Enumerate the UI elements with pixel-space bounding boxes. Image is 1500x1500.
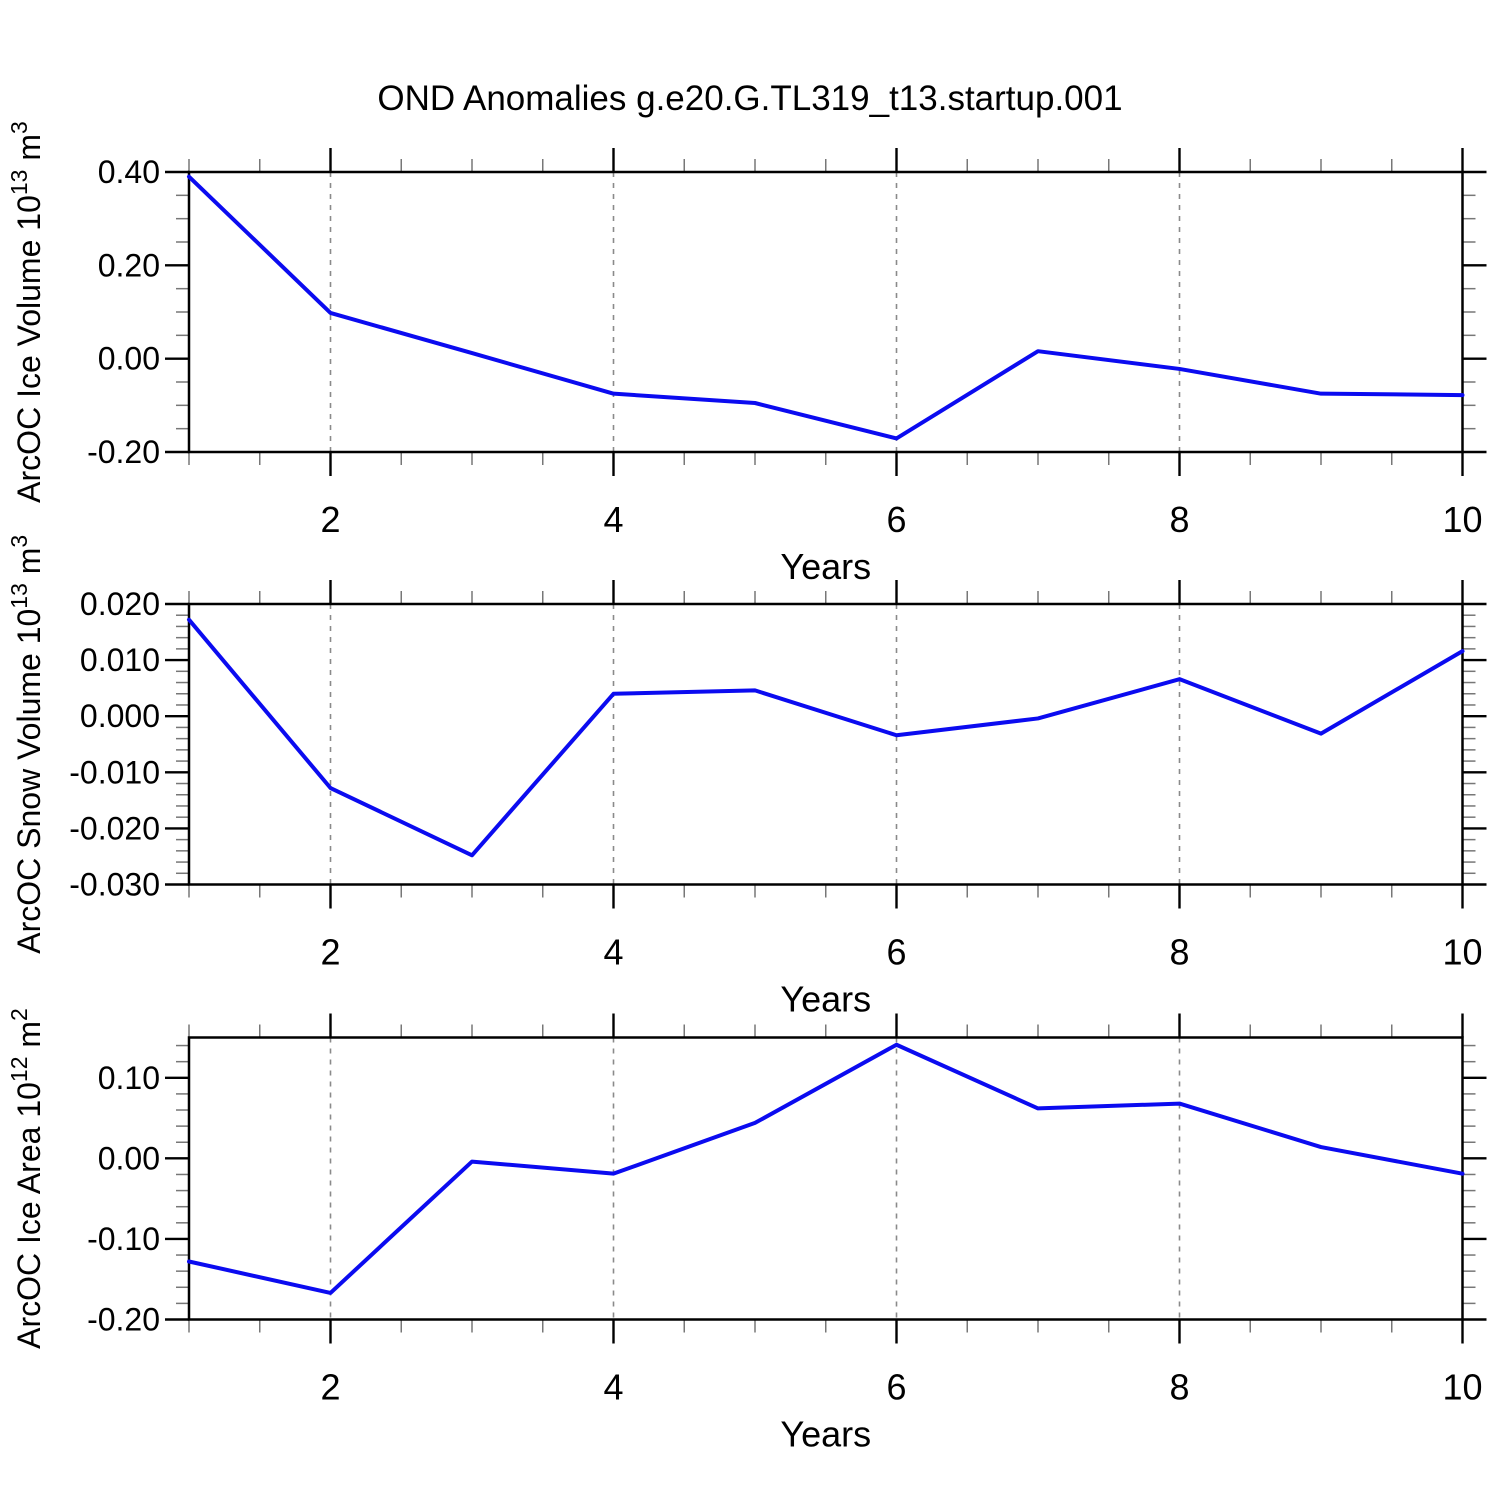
y-tick-label: -0.10 — [87, 1221, 160, 1257]
y-tick-label: 0.10 — [98, 1060, 160, 1096]
series-line-ice-area — [187, 1042, 1465, 1295]
y-tick-label: 0.000 — [80, 698, 160, 734]
y-tick-label: -0.010 — [69, 754, 160, 790]
x-tick-label: 2 — [320, 1367, 340, 1408]
y-tick-label: -0.030 — [69, 867, 160, 903]
x-tick-label: 8 — [1169, 1367, 1189, 1408]
y-tick-label: 0.00 — [98, 1140, 160, 1176]
plot-frame — [187, 1036, 1464, 1321]
figure-title: OND Anomalies g.e20.G.TL319_t13.startup.… — [377, 79, 1122, 118]
y-tick-label: 0.20 — [98, 247, 160, 283]
y-tick-label: 0.00 — [98, 341, 160, 377]
x-tick-label: 8 — [1169, 499, 1189, 540]
y-axis-title: ArcOC Ice Area 1012 m2 — [6, 1008, 47, 1349]
x-axis-title: Years — [780, 546, 871, 587]
x-tick-label: 4 — [603, 499, 623, 540]
x-tick-label: 4 — [603, 932, 623, 973]
x-tick-label: 2 — [320, 932, 340, 973]
x-tick-label: 10 — [1442, 1367, 1482, 1408]
plot-frame — [187, 602, 1464, 886]
y-tick-label: -0.20 — [87, 434, 160, 470]
plot-frame — [187, 170, 1464, 454]
x-tick-label: 2 — [320, 499, 340, 540]
y-axis-title: ArcOC Snow Volume 1013 m3 — [6, 535, 47, 954]
y-tick-label: 0.020 — [80, 586, 160, 622]
y-tick-label: 0.40 — [98, 154, 160, 190]
x-tick-label: 4 — [603, 1367, 623, 1408]
x-axis-title: Years — [780, 979, 871, 1020]
series-line-ice-volume — [187, 174, 1465, 441]
y-tick-label: -0.20 — [87, 1302, 160, 1338]
y-tick-label: -0.020 — [69, 810, 160, 846]
x-tick-label: 8 — [1169, 932, 1189, 973]
x-tick-label: 10 — [1442, 499, 1482, 540]
x-tick-label: 10 — [1442, 932, 1482, 973]
series-line-snow-volume — [187, 617, 1465, 858]
chart-ice-area: 0.10 0.00 -0.10 -0.20 2 4 6 8 10 Years ArcOC Ice A… — [6, 1008, 1487, 1455]
x-tick-label: 6 — [886, 499, 906, 540]
x-tick-label: 6 — [886, 932, 906, 973]
x-axis-title: Years — [780, 1414, 871, 1455]
chart-ice-volume: 0.40 0.20 0.00 -0.20 2 4 6 8 10 Years ArcOC Ice Vo… — [6, 121, 1487, 587]
y-tick-label: 0.010 — [80, 642, 160, 678]
x-tick-label: 6 — [886, 1367, 906, 1408]
chart-snow-volume: 0.020 0.010 0.000 -0.010 -0.020 -0.030 2 4 6 8 10 Y… — [6, 535, 1487, 1020]
y-axis-title: ArcOC Ice Volume 1013 m3 — [6, 121, 47, 503]
